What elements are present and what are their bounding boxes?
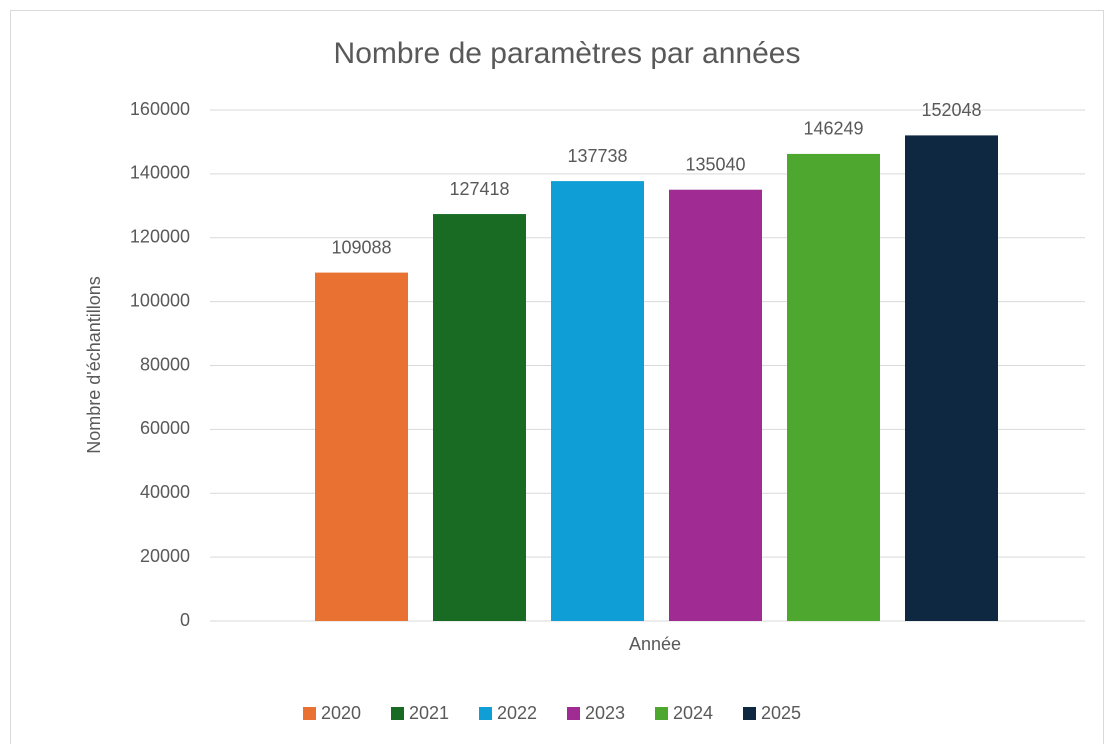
y-tick-label: 140000: [130, 163, 190, 183]
legend-label: 2023: [585, 703, 625, 723]
data-label: 152048: [921, 100, 981, 120]
data-label: 135040: [685, 154, 745, 174]
bar: [315, 272, 408, 621]
legend-swatch: [567, 707, 580, 720]
y-tick-label: 40000: [140, 482, 190, 502]
data-label: 109088: [331, 237, 391, 257]
y-tick-label: 100000: [130, 290, 190, 310]
x-axis-label: Année: [629, 634, 681, 654]
bar: [551, 181, 644, 622]
bar: [433, 214, 526, 621]
y-tick-label: 160000: [130, 99, 190, 119]
data-label: 127418: [449, 179, 509, 199]
legend-label: 2025: [761, 703, 801, 723]
chart-title: Nombre de paramètres par années: [334, 37, 801, 70]
bar: [669, 189, 762, 621]
legend-swatch: [655, 707, 668, 720]
bar: [787, 153, 880, 622]
data-label: 146249: [803, 119, 863, 139]
legend-swatch: [479, 707, 492, 720]
y-axis-label: Nombre d'échantillons: [84, 276, 104, 454]
y-tick-label: 0: [180, 610, 190, 630]
legend-label: 2021: [409, 703, 449, 723]
legend-swatch: [303, 707, 316, 720]
y-tick-label: 80000: [140, 354, 190, 374]
legend-label: 2020: [321, 703, 361, 723]
bar: [905, 135, 998, 621]
y-tick-label: 20000: [140, 546, 190, 566]
legend-label: 2022: [497, 703, 537, 723]
legend-label: 2024: [673, 703, 713, 723]
data-label: 137738: [567, 146, 627, 166]
y-tick-label: 120000: [130, 227, 190, 247]
legend-swatch: [743, 707, 756, 720]
y-tick-label: 60000: [140, 418, 190, 438]
legend-swatch: [391, 707, 404, 720]
